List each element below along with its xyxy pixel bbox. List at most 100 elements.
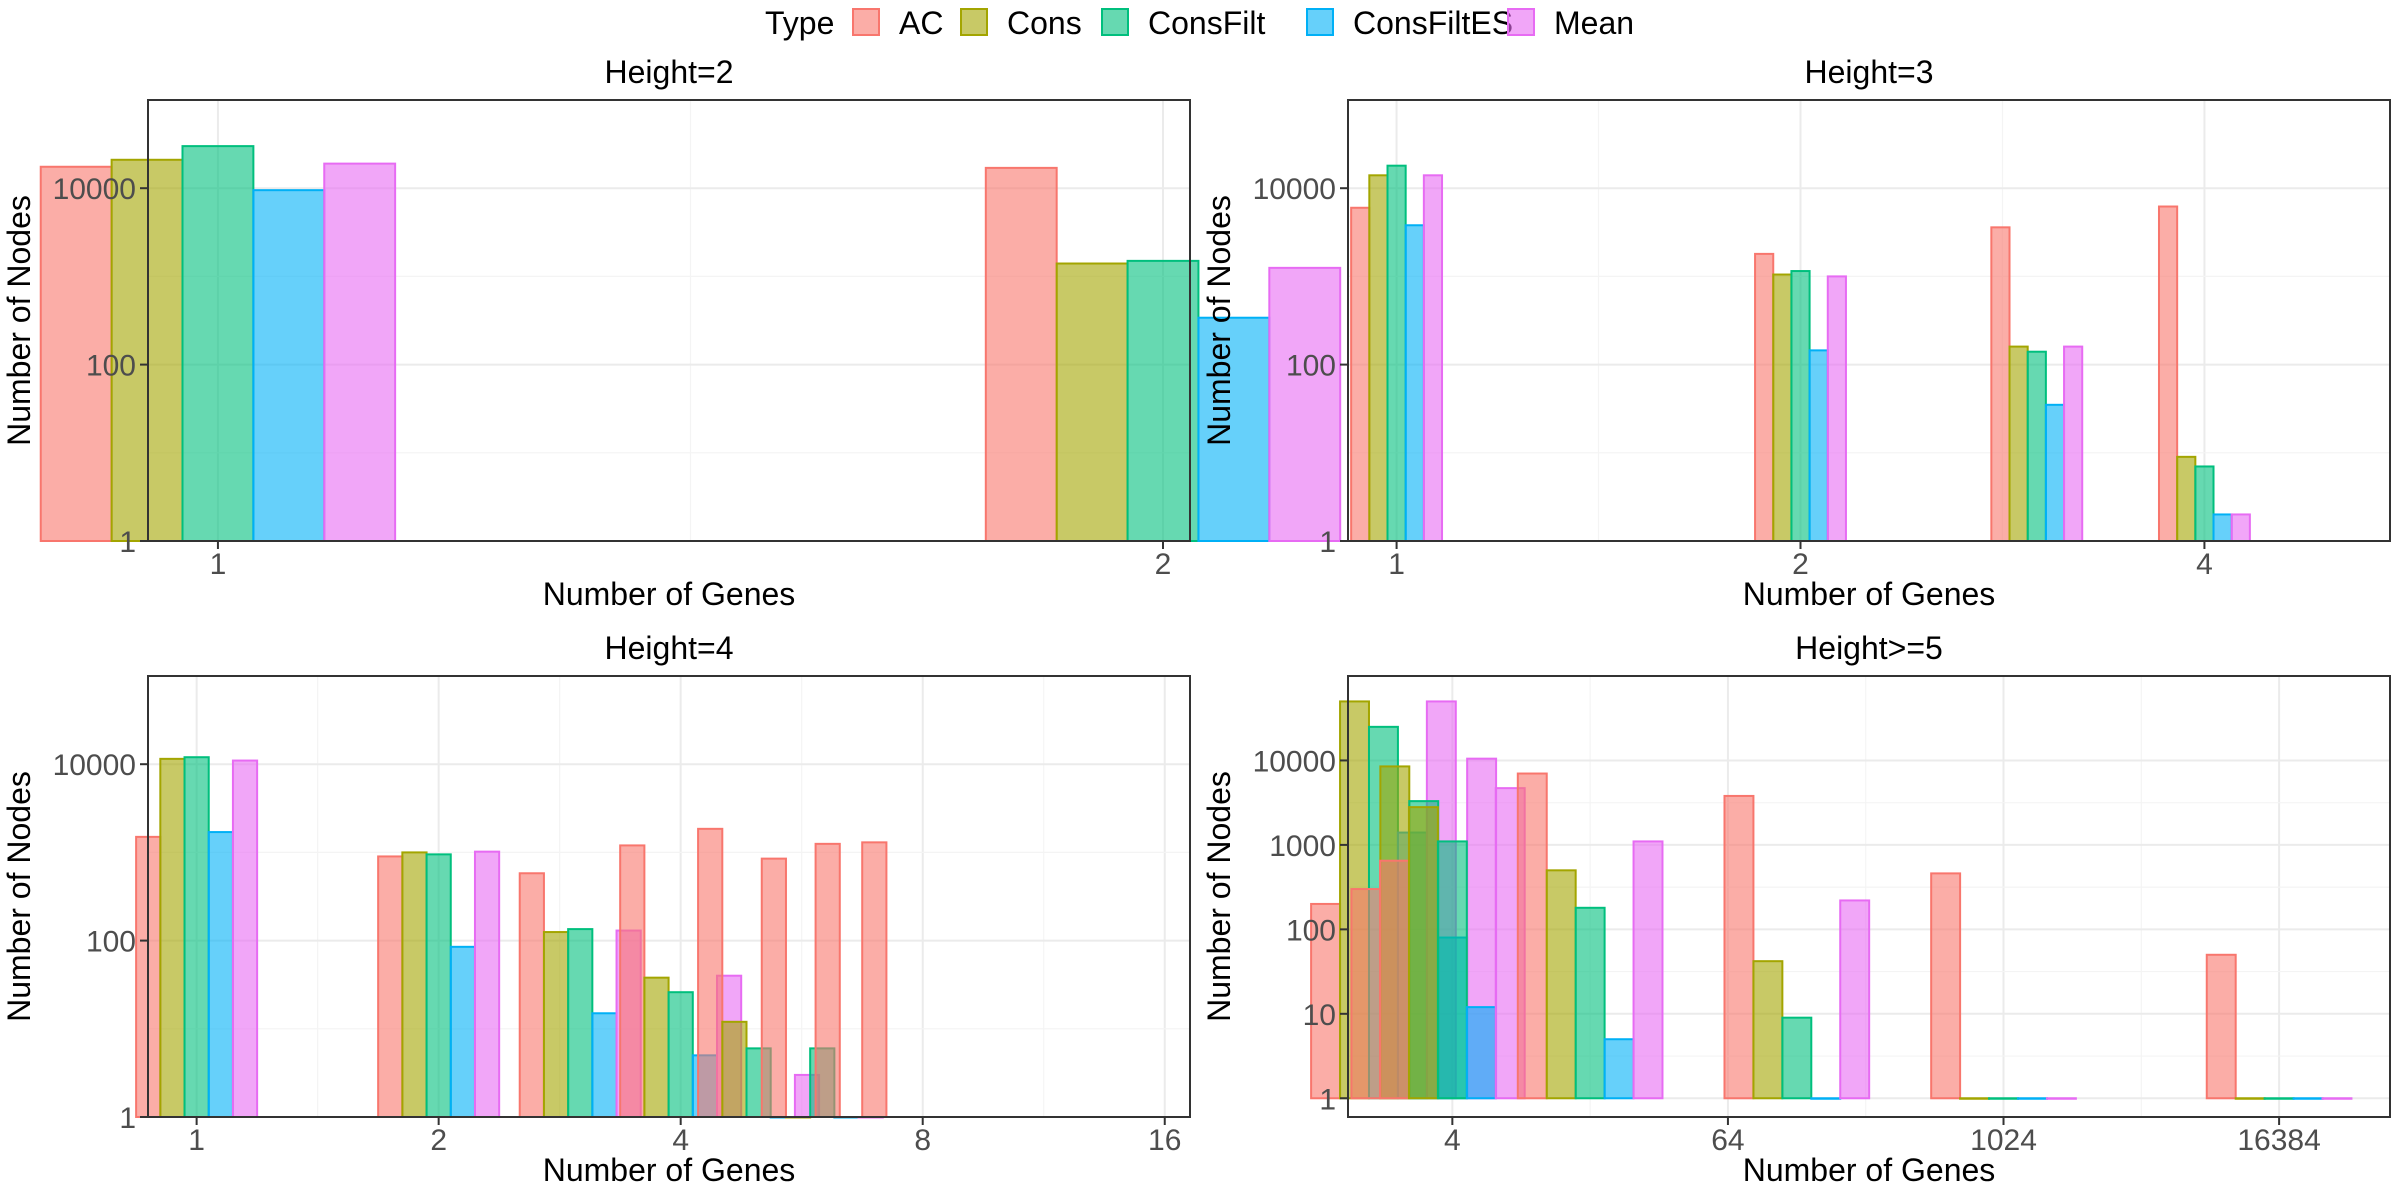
bar-consfilt bbox=[183, 756, 210, 1118]
bar-consfilt bbox=[1574, 906, 1606, 1100]
bar-ac bbox=[2157, 205, 2179, 542]
panel-2: 1 2 4 1 100 10000 Height=3 Number of Genes Numbe… bbox=[1201, 54, 2391, 612]
legend-key-consfilt bbox=[1101, 8, 1129, 36]
bar-mean bbox=[1422, 174, 1444, 543]
x-axis-label: Number of Genes bbox=[1743, 1152, 1996, 1188]
bar-ac bbox=[377, 855, 404, 1118]
x-tick-label: 8 bbox=[914, 1124, 931, 1157]
panel-1: 1 2 1 100 10000 Height=2 Number of Genes Number… bbox=[1, 54, 1342, 612]
bars bbox=[1310, 700, 2353, 1100]
bar-ac bbox=[1350, 888, 1382, 1100]
x-tick-label: 2 bbox=[1792, 548, 1809, 581]
bar-cons bbox=[159, 757, 186, 1118]
y-tick-label: 10000 bbox=[1253, 173, 1336, 206]
bar-ac bbox=[697, 827, 724, 1118]
legend-key-ac bbox=[852, 8, 880, 36]
bar-consfiltes bbox=[2212, 513, 2233, 543]
bar-consfilt bbox=[1781, 1016, 1813, 1100]
legend-title: Type bbox=[765, 5, 834, 41]
bar-ac bbox=[1990, 226, 2011, 543]
bar-cons bbox=[721, 1020, 748, 1119]
legend-key-cons bbox=[960, 8, 988, 36]
y-tick-label: 100 bbox=[1286, 350, 1336, 383]
panels: 1 2 1 100 10000 Height=2 Number of Genes Number… bbox=[1, 54, 2391, 1188]
bars bbox=[1350, 164, 2251, 543]
bar-ac bbox=[984, 166, 1058, 542]
legend-label-consfiltes: ConsFiltES bbox=[1353, 5, 1513, 41]
legend: Type AC Cons ConsFilt ConsFiltES Mean bbox=[765, 5, 1634, 41]
bar-ac bbox=[1754, 252, 1775, 542]
bar-consfiltes bbox=[1808, 349, 1829, 542]
x-tick-label: 1 bbox=[1388, 548, 1405, 581]
y-tick-label: 1 bbox=[1319, 1083, 1336, 1116]
panel-border bbox=[1347, 675, 2391, 1118]
bars bbox=[39, 145, 1342, 543]
bar-cons bbox=[1752, 960, 1784, 1100]
y-axis-label: Number of Nodes bbox=[1201, 771, 1237, 1022]
bar-ac bbox=[1379, 859, 1410, 1100]
bar-consfilt bbox=[667, 991, 694, 1118]
panel-border bbox=[147, 675, 1191, 1118]
x-tick-label: 4 bbox=[1444, 1124, 1461, 1157]
panel-border bbox=[147, 99, 1191, 542]
legend-label-cons: Cons bbox=[1007, 5, 1082, 41]
bar-mean bbox=[323, 162, 397, 543]
bar-cons bbox=[1407, 806, 1439, 1100]
bar-consfilt bbox=[1436, 840, 1468, 1100]
bar-consfiltes bbox=[1810, 1097, 1842, 1100]
bar-consfilt bbox=[2026, 350, 2047, 543]
bar-cons bbox=[1055, 262, 1129, 542]
bar-mean bbox=[2230, 513, 2251, 543]
x-axis-label: Number of Genes bbox=[543, 576, 796, 612]
bar-consfilt bbox=[2194, 465, 2215, 542]
panel-title: Height=4 bbox=[605, 630, 734, 666]
bar-consfiltes bbox=[1404, 224, 1425, 542]
bar-ac bbox=[518, 872, 545, 1118]
bar-mean bbox=[231, 759, 259, 1119]
x-tick-label: 1024 bbox=[1970, 1124, 2037, 1157]
panel-title: Height>=5 bbox=[1795, 630, 1943, 666]
bar-mean bbox=[473, 850, 501, 1118]
bar-ac bbox=[1723, 794, 1755, 1100]
y-tick-label: 100 bbox=[86, 350, 136, 383]
x-tick-label: 16384 bbox=[2237, 1124, 2320, 1157]
bar-cons bbox=[1368, 174, 1389, 543]
bar-consfiltes bbox=[2016, 1097, 2048, 1100]
bar-cons bbox=[1772, 273, 1793, 542]
x-tick-label: 1 bbox=[210, 548, 227, 581]
y-tick-label: 10 bbox=[1303, 999, 1336, 1032]
bar-ac bbox=[39, 165, 113, 542]
bar-consfiltes bbox=[591, 1012, 618, 1118]
bar-consfilt bbox=[2263, 1097, 2295, 1100]
bar-ac bbox=[760, 857, 787, 1118]
bar-mean bbox=[1826, 275, 1847, 542]
y-tick-label: 100 bbox=[86, 926, 136, 959]
legend-key-mean bbox=[1507, 8, 1535, 36]
bar-cons bbox=[1959, 1097, 1991, 1100]
bar-cons bbox=[643, 976, 670, 1118]
bar-consfilt bbox=[1126, 259, 1200, 542]
x-axis-label: Number of Genes bbox=[543, 1152, 796, 1188]
x-tick-label: 1 bbox=[188, 1124, 205, 1157]
bar-mean bbox=[1268, 266, 1342, 542]
bar-mean bbox=[2045, 1097, 2077, 1100]
y-tick-label: 10000 bbox=[1253, 745, 1336, 778]
bar-consfiltes bbox=[1197, 316, 1271, 543]
bar-consfiltes bbox=[207, 831, 234, 1118]
y-tick-label: 1 bbox=[1319, 526, 1336, 559]
y-tick-label: 1 bbox=[119, 1102, 136, 1135]
bar-ac bbox=[861, 841, 888, 1119]
y-tick-label: 100 bbox=[1286, 914, 1336, 947]
y-tick-label: 1 bbox=[119, 526, 136, 559]
bar-consfilt bbox=[425, 853, 452, 1119]
y-axis-label: Number of Nodes bbox=[1, 771, 37, 1022]
bar-ac bbox=[619, 844, 646, 1118]
x-tick-label: 4 bbox=[2196, 548, 2213, 581]
legend-label-ac: AC bbox=[899, 5, 943, 41]
panel-4: 4 64 1024 16384 1 10 100 1000 10000 Height>=5 Numb… bbox=[1201, 630, 2391, 1188]
y-axis-label: Number of Nodes bbox=[1, 195, 37, 446]
plot-background bbox=[1348, 100, 2390, 541]
bar-cons bbox=[2176, 455, 2197, 543]
bar-cons bbox=[2008, 345, 2029, 542]
